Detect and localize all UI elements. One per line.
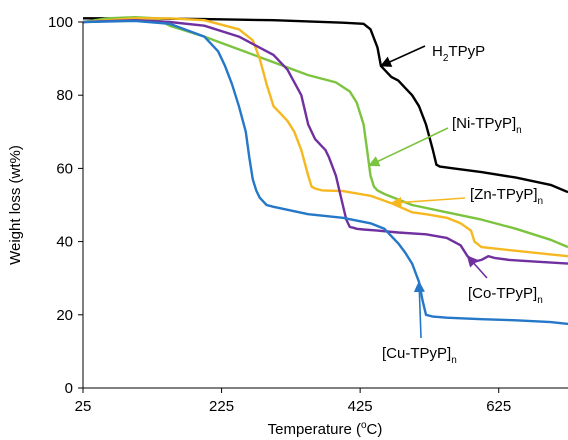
y-tick-label: 80	[56, 87, 73, 104]
y-tick-label: 40	[56, 234, 73, 251]
y-tick-label: 100	[48, 14, 73, 31]
annotation-arrow-zn-tpyp-n	[390, 196, 466, 209]
ticks-layer: 25 225 425 625 0 20 40 60 80 100	[48, 14, 511, 415]
x-axis-title: Temperature (oC)	[268, 420, 383, 438]
x-tick-label: 225	[209, 398, 234, 415]
y-tick-label: 60	[56, 160, 73, 177]
axes-layer	[82, 22, 568, 389]
annotation-label-h2tpyp: H2TPyP	[432, 43, 485, 64]
annotation-arrow-co-tpyp-n	[466, 255, 488, 279]
annotation-arrow-cu-tpyp-n	[413, 280, 425, 339]
series-line-h2tpyp	[83, 17, 568, 194]
series-line-co-tpyp-n	[82, 19, 568, 265]
y-tick-label: 0	[65, 380, 73, 397]
x-tick-label: 425	[348, 398, 373, 415]
y-axis-title: Weight loss (wt%)	[7, 145, 24, 265]
annotation-label-cu-tpyp-n: [Cu-TPyP]n	[382, 345, 457, 366]
annotation-label-ni-tpyp-n: [Ni-TPyP]n	[452, 115, 522, 136]
annotation-arrow-h2tpyp	[379, 45, 426, 67]
annotation-label-co-tpyp-n: [Co-TPyP]n	[468, 285, 543, 306]
series-line-zn-tpyp-n	[82, 17, 568, 258]
series-line-ni-tpyp-n	[82, 16, 568, 249]
annotation-label-zn-tpyp-n: [Zn-TPyP]n	[470, 186, 543, 207]
x-tick-label: 625	[486, 398, 511, 415]
annotation-arrow-ni-tpyp-n	[368, 127, 449, 167]
series-line-cu-tpyp-n	[82, 19, 568, 326]
series-layer	[82, 16, 568, 326]
y-tick-label: 20	[56, 307, 73, 324]
x-tick-label: 25	[75, 398, 92, 415]
annotation-layer: H2TPyP [Ni-TPyP]n [Zn-TPyP]n [Co-TPyP]n [Cu-…	[368, 43, 543, 366]
